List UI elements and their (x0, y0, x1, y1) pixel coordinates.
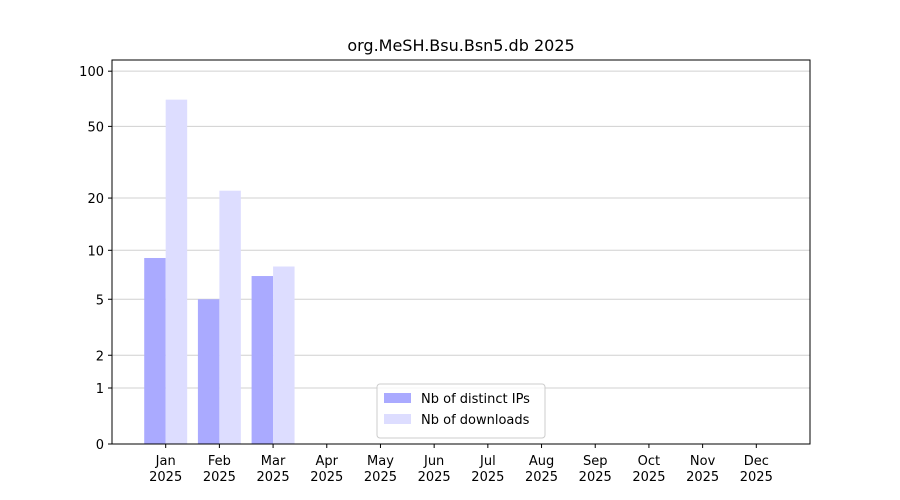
y-tick-label: 5 (96, 293, 104, 308)
legend-label: Nb of downloads (421, 413, 530, 428)
y-tick-label: 50 (87, 120, 104, 135)
bar (251, 276, 274, 444)
y-tick-label: 2 (96, 349, 104, 364)
chart-title: org.MeSH.Bsu.Bsn5.db 2025 (347, 36, 574, 55)
legend-box (376, 383, 546, 439)
x-tick-label: Feb 2025 (203, 454, 236, 485)
bar (144, 257, 166, 444)
x-tick-label: Jan 2025 (149, 454, 182, 485)
x-tick-label: Nov 2025 (686, 454, 719, 485)
bar (219, 190, 241, 444)
x-tick-label: Jul 2025 (471, 454, 504, 485)
y-tick-label: 100 (79, 65, 104, 80)
bar (273, 266, 295, 444)
legend-swatch (384, 393, 411, 403)
x-tick-label: Sep 2025 (579, 454, 612, 485)
bar (197, 299, 220, 444)
bar (165, 99, 188, 444)
x-tick-label: Oct 2025 (632, 454, 665, 485)
y-tick-label: 10 (87, 244, 104, 259)
plot-frame (111, 59, 811, 445)
x-tick-label: May 2025 (364, 454, 397, 485)
y-tick-label: 1 (96, 382, 104, 397)
legend-swatch (384, 414, 411, 424)
y-tick-label: 0 (96, 438, 104, 453)
legend-label: Nb of distinct IPs (421, 392, 530, 407)
x-tick-label: Jun 2025 (418, 454, 451, 485)
x-tick-label: Apr 2025 (310, 454, 343, 485)
x-tick-label: Mar 2025 (257, 454, 290, 485)
x-tick-label: Dec 2025 (740, 454, 773, 485)
y-tick-label: 20 (87, 192, 104, 207)
x-tick-label: Aug 2025 (525, 454, 558, 485)
